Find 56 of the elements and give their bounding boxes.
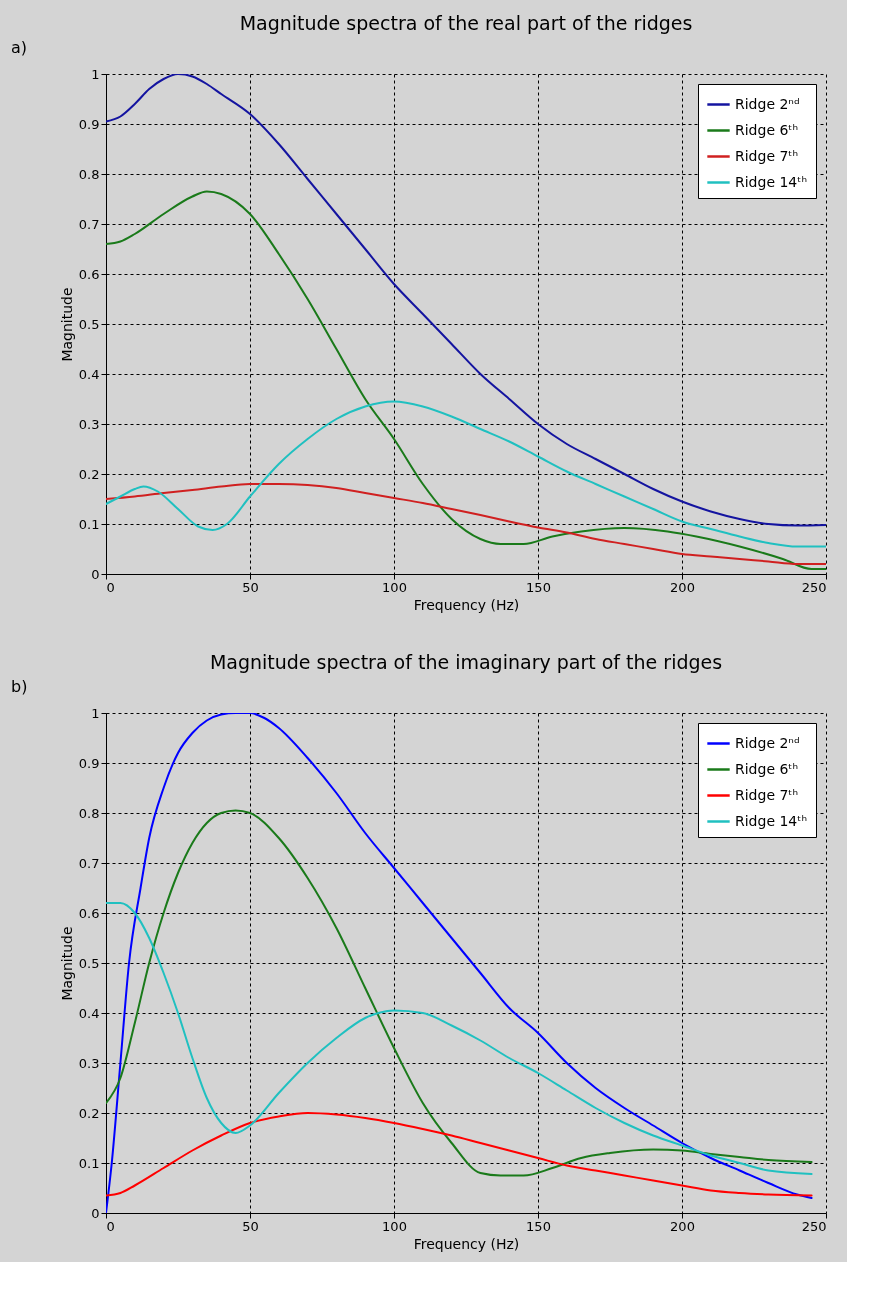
y-tick-label: 0.9 — [78, 755, 100, 771]
legend-label: Ridge 6ᵗʰ — [735, 760, 799, 777]
legend-label: Ridge 2ⁿᵈ — [735, 734, 800, 751]
line-series — [106, 190, 826, 570]
y-tick-label: 0.6 — [78, 905, 100, 921]
x-tick-label: 250 — [801, 579, 827, 595]
chart-title: Magnitude spectra of the real part of the ridges — [239, 12, 693, 34]
y-tick-label: 0.5 — [78, 955, 100, 971]
y-tick-label: 0.7 — [78, 855, 100, 871]
y-tick-label: 1 — [91, 66, 100, 82]
y-tick-label: 0.7 — [78, 216, 100, 232]
legend-label: Ridge 7ᵗʰ — [735, 786, 799, 803]
x-tick-label: 100 — [382, 1218, 407, 1234]
y-axis-title: Magnitude — [58, 287, 75, 362]
y-tick-label: 0.4 — [78, 1005, 100, 1021]
y-tick-label: 0.4 — [78, 366, 100, 382]
y-tick-label: 0.2 — [78, 1105, 100, 1121]
y-tick-label: 0.6 — [78, 266, 100, 282]
x-tick-label: 50 — [242, 1218, 259, 1234]
y-tick-label: 1 — [91, 705, 100, 721]
x-tick-label: 200 — [670, 579, 695, 595]
line-series — [106, 1112, 813, 1197]
x-axis-title: Frequency (Hz) — [413, 1235, 520, 1252]
legend-label: Ridge 6ᵗʰ — [735, 121, 799, 138]
line-series — [106, 809, 813, 1177]
y-axis-title: Magnitude — [58, 926, 75, 1001]
y-tick-label: 0.1 — [78, 1155, 100, 1171]
legend-label: Ridge 2ⁿᵈ — [735, 95, 800, 112]
x-tick-label: 150 — [526, 1218, 551, 1234]
y-tick-label: 0.8 — [78, 805, 100, 821]
x-tick-label: 250 — [801, 1218, 827, 1234]
text: b) — [11, 677, 28, 696]
y-tick-label: 0.3 — [78, 1055, 100, 1071]
y-tick-label: 0.1 — [78, 516, 100, 532]
chart-title: Magnitude spectra of the imaginary part of the ridges — [209, 651, 723, 673]
line-series — [106, 483, 826, 565]
x-tick-label: 50 — [242, 579, 259, 595]
legend-label: Ridge 7ᵗʰ — [735, 147, 799, 164]
legend-label: Ridge 14ᵗʰ — [735, 173, 808, 190]
y-tick-label: 0.3 — [78, 416, 100, 432]
x-tick-label: 200 — [670, 1218, 695, 1234]
line-series — [106, 902, 813, 1175]
x-tick-label: 100 — [382, 579, 407, 595]
legend-label: Ridge 14ᵗʰ — [735, 812, 808, 829]
y-tick-label: 0.5 — [78, 316, 100, 332]
y-tick-label: 0.2 — [78, 466, 100, 482]
x-tick-label: 0 — [106, 1218, 115, 1234]
x-tick-label: 0 — [106, 579, 115, 595]
y-tick-label: 0 — [91, 1205, 100, 1221]
y-tick-label: 0.9 — [78, 116, 100, 132]
x-tick-label: 150 — [526, 579, 551, 595]
y-tick-label: 0 — [91, 566, 100, 582]
y-tick-label: 0.8 — [78, 166, 100, 182]
line-series — [106, 400, 826, 548]
x-axis-title: Frequency (Hz) — [413, 596, 520, 613]
text: a) — [11, 38, 28, 57]
